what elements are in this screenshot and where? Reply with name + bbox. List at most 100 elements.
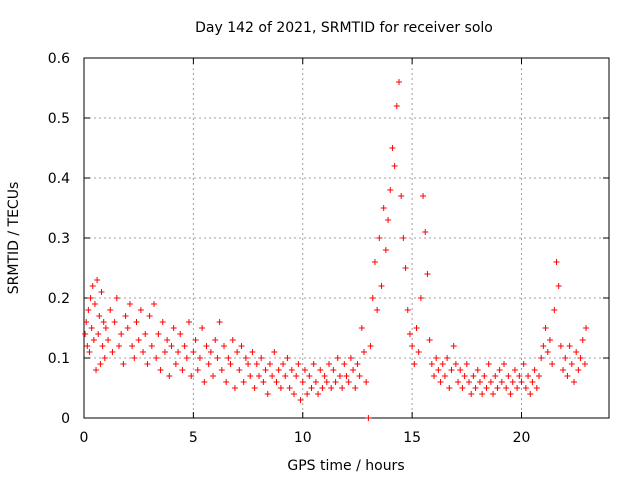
data-point [553, 259, 560, 265]
data-point [406, 331, 413, 337]
data-point [365, 415, 372, 421]
data-point [186, 319, 192, 325]
data-point [262, 367, 269, 373]
data-point [288, 367, 295, 373]
data-point [120, 361, 127, 367]
data-point [518, 379, 525, 385]
data-point [409, 343, 416, 349]
data-point [107, 307, 114, 313]
data-point [308, 385, 315, 391]
data-point [234, 349, 241, 355]
data-point [199, 325, 206, 331]
data-point [525, 373, 532, 379]
data-point [361, 349, 367, 355]
data-point [82, 331, 89, 337]
data-point [203, 343, 210, 349]
data-point [293, 373, 300, 379]
data-point [347, 355, 354, 361]
data-point [95, 331, 102, 337]
data-point [566, 343, 573, 349]
data-point [207, 349, 214, 355]
data-point [299, 379, 306, 385]
data-point [168, 343, 175, 349]
data-point [157, 367, 164, 373]
data-point [304, 391, 311, 397]
data-point [378, 283, 385, 289]
data-point [468, 391, 475, 397]
data-point [533, 385, 540, 391]
data-point [192, 337, 199, 343]
y-tick-label: 0.2 [48, 291, 70, 307]
data-point [317, 367, 324, 373]
data-point [520, 361, 527, 367]
data-point [505, 373, 512, 379]
data-point [216, 319, 223, 325]
data-point [422, 229, 429, 235]
data-point [350, 367, 357, 373]
data-point [555, 283, 562, 289]
data-point [93, 367, 100, 373]
data-point [564, 373, 571, 379]
data-point [144, 361, 151, 367]
data-point [277, 385, 284, 391]
data-point [452, 361, 459, 367]
data-point [358, 325, 365, 331]
data-point [94, 277, 101, 283]
data-point [424, 271, 431, 277]
data-point [562, 355, 569, 361]
data-point [470, 373, 477, 379]
data-point [273, 379, 280, 385]
data-point [334, 355, 341, 361]
data-point [326, 361, 332, 367]
data-point [291, 391, 297, 397]
data-point [503, 385, 510, 391]
data-point [560, 367, 567, 373]
data-point [166, 373, 173, 379]
x-tick-label: 20 [513, 430, 531, 446]
data-point [140, 349, 147, 355]
data-point [391, 163, 398, 169]
data-point [151, 301, 157, 307]
data-point [431, 373, 437, 379]
data-point [573, 349, 580, 355]
data-point [568, 361, 575, 367]
data-point [102, 325, 109, 331]
data-point [472, 385, 479, 391]
data-point [551, 307, 558, 313]
data-point [260, 379, 267, 385]
data-point [579, 337, 586, 343]
data-point [441, 373, 448, 379]
data-point [529, 379, 536, 385]
data-point [516, 373, 523, 379]
data-point [398, 193, 405, 199]
data-point [498, 379, 505, 385]
data-point [83, 319, 90, 325]
data-point [142, 331, 149, 337]
data-point [363, 379, 370, 385]
data-point [148, 343, 155, 349]
data-point [433, 355, 440, 361]
data-point [225, 355, 232, 361]
data-point [522, 385, 529, 391]
data-point [129, 343, 136, 349]
data-point [131, 355, 138, 361]
data-point [490, 391, 497, 397]
data-point [396, 79, 402, 85]
data-point [164, 337, 171, 343]
data-point [105, 337, 112, 343]
data-point [507, 391, 514, 397]
data-point [476, 379, 483, 385]
data-point [183, 355, 190, 361]
data-point [86, 349, 93, 355]
data-point [249, 349, 256, 355]
data-point [297, 397, 304, 403]
data-point [214, 355, 221, 361]
data-point [385, 217, 392, 223]
data-point [275, 367, 282, 373]
data-point [417, 295, 424, 301]
data-point [97, 361, 104, 367]
data-point [91, 301, 98, 307]
data-point [546, 337, 553, 343]
data-point [312, 379, 319, 385]
data-point [415, 349, 422, 355]
